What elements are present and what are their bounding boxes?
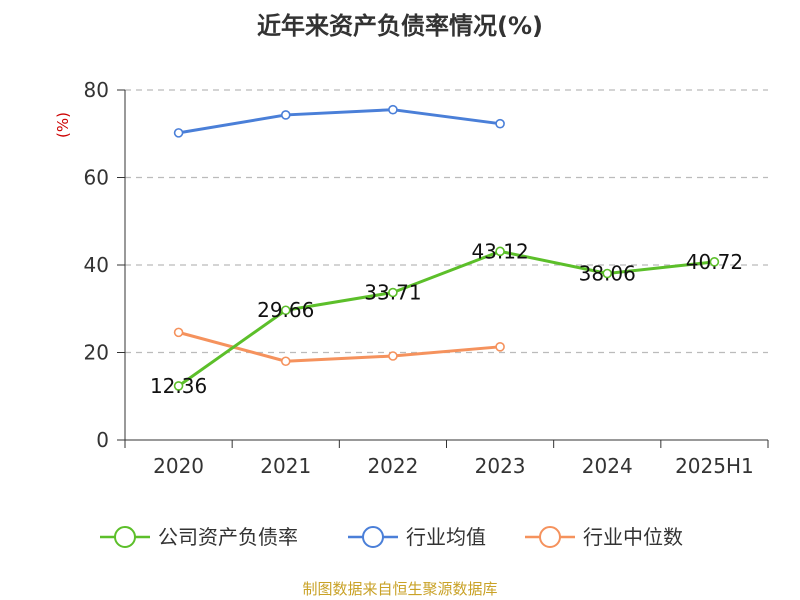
x-tick-label: 2021: [260, 454, 311, 478]
data-label: 33.71: [364, 281, 421, 305]
data-point: [495, 118, 505, 129]
legend-label: 公司资产负债率: [158, 525, 298, 549]
legend-marker: [362, 526, 384, 548]
data-label: 29.66: [257, 298, 314, 322]
data-point: [173, 381, 184, 391]
x-tick-label: 2020: [153, 454, 204, 478]
data-point: [602, 268, 613, 279]
x-tick-label: 2025H1: [675, 454, 754, 478]
x-tick-label: 2024: [582, 454, 633, 478]
x-tick-label: 2022: [367, 454, 418, 478]
data-point: [173, 128, 184, 138]
data-point: [495, 246, 505, 257]
legend-label: 行业中位数: [583, 525, 683, 549]
legend-marker: [114, 526, 136, 548]
legend-marker: [539, 526, 561, 548]
data-point: [280, 110, 291, 120]
data-label: 43.12: [471, 239, 528, 263]
chart-title: 近年来资产负债率情况(%): [257, 12, 543, 40]
series-line-1: [178, 108, 501, 135]
data-point: [709, 257, 720, 267]
data-point: [173, 327, 184, 338]
x-tick-label: 2023: [475, 454, 526, 478]
data-point: [495, 342, 505, 352]
y-tick-label: 80: [84, 78, 109, 102]
data-label: 38.06: [579, 261, 636, 285]
legend-label: 行业均值: [406, 525, 486, 549]
source-note: 制图数据来自恒生聚源数据库: [302, 580, 498, 598]
data-point: [280, 305, 291, 316]
y-tick-label: 60: [84, 166, 109, 190]
data-label: 12.36: [150, 374, 207, 398]
data-point: [388, 104, 398, 115]
y-axis-label: (%): [54, 112, 72, 138]
series-line-2: [178, 330, 501, 363]
data-point: [388, 287, 398, 298]
data-label: 40.72: [686, 250, 743, 274]
data-point: [388, 351, 398, 361]
y-tick-label: 40: [84, 253, 109, 277]
data-point: [280, 356, 291, 367]
y-tick-label: 20: [84, 341, 109, 365]
y-tick-label: 0: [96, 428, 109, 452]
series-line-0: [177, 249, 715, 388]
